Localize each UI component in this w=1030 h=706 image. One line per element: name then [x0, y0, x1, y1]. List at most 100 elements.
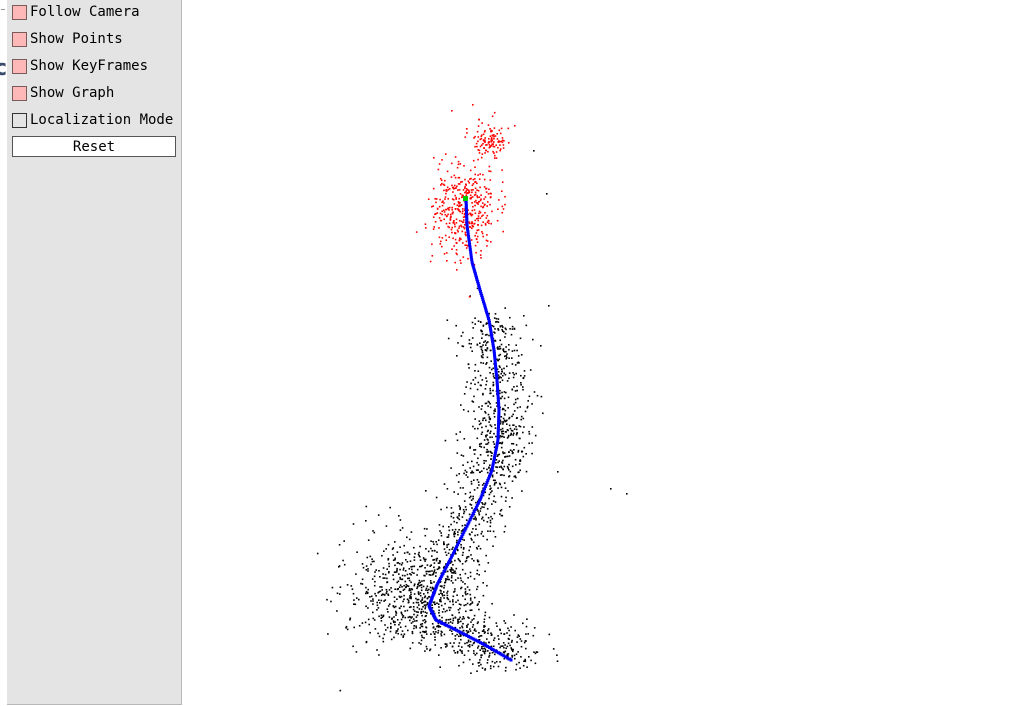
reference-point — [477, 219, 479, 222]
reference-point — [473, 209, 476, 211]
reference-point — [477, 224, 479, 226]
map-point — [482, 392, 484, 395]
reference-point — [457, 201, 460, 204]
reference-point — [479, 254, 482, 256]
map-point — [488, 616, 491, 619]
map-point — [399, 590, 401, 593]
map-point — [444, 643, 447, 646]
map-point — [477, 469, 479, 471]
keyframe-marker — [496, 433, 500, 437]
map-point — [457, 481, 460, 483]
map-point — [519, 460, 521, 462]
map-point — [487, 632, 489, 635]
map-point — [481, 405, 483, 407]
map-point — [440, 534, 443, 537]
show-points-checkbox[interactable]: Show Points — [12, 30, 123, 48]
map-point — [505, 647, 507, 650]
map-viewer[interactable] — [182, 0, 1030, 706]
reference-point — [489, 128, 491, 130]
follow-camera-checkbox[interactable]: Follow Camera — [12, 3, 140, 21]
map-point — [492, 441, 495, 443]
map-point — [520, 354, 523, 356]
map-point — [388, 589, 391, 591]
map-point — [508, 634, 511, 637]
reference-point — [449, 218, 452, 220]
map-point — [466, 642, 468, 644]
map-point — [382, 577, 385, 579]
reference-point — [453, 223, 456, 226]
reference-point — [485, 144, 487, 146]
map-point — [392, 620, 395, 622]
show-graph-checkbox[interactable]: Show Graph — [12, 84, 114, 102]
follow-camera-checkbox-box[interactable] — [12, 4, 27, 20]
localization-mode-checkbox[interactable]: Localization Mode — [12, 111, 173, 129]
show-keyframes-checkbox[interactable]: Show KeyFrames — [12, 57, 148, 75]
map-point — [457, 493, 459, 495]
show-graph-checkbox-box[interactable] — [12, 85, 27, 101]
map-point — [496, 472, 498, 474]
map-point — [387, 593, 389, 596]
reference-point — [445, 252, 448, 254]
reference-point — [429, 260, 432, 263]
map-point — [502, 451, 504, 453]
map-canvas[interactable] — [182, 0, 1030, 706]
map-point — [476, 437, 479, 440]
keyframe-marker — [469, 253, 473, 257]
keyframe-marker — [507, 657, 511, 661]
map-point — [408, 606, 411, 609]
map-point — [471, 602, 474, 604]
keyframe-marker — [489, 470, 493, 474]
map-point — [394, 541, 396, 543]
map-point — [446, 536, 449, 538]
map-point — [396, 562, 399, 564]
map-point — [479, 454, 482, 456]
map-point — [546, 193, 548, 195]
map-point — [462, 455, 465, 457]
map-point — [470, 537, 472, 540]
map-point — [472, 327, 474, 329]
map-point — [403, 633, 406, 635]
reset-button[interactable]: Reset — [12, 136, 176, 157]
map-point — [492, 545, 494, 547]
map-point — [452, 603, 454, 606]
map-point — [489, 349, 492, 352]
show-keyframes-checkbox-box[interactable] — [12, 58, 27, 74]
map-point — [437, 562, 440, 564]
map-point — [446, 506, 448, 509]
map-point — [540, 345, 542, 347]
map-point — [353, 626, 355, 629]
map-point — [418, 593, 420, 596]
map-point — [393, 621, 395, 624]
reference-point — [491, 135, 494, 137]
reference-point — [465, 188, 468, 190]
map-point — [470, 609, 473, 611]
map-point — [378, 570, 380, 572]
map-point — [339, 689, 342, 692]
map-point — [400, 595, 403, 598]
map-point — [512, 372, 514, 374]
map-point — [480, 361, 482, 364]
map-point — [401, 630, 404, 632]
map-point — [503, 482, 506, 484]
map-point — [439, 585, 442, 587]
reference-point — [486, 214, 489, 217]
map-point — [464, 493, 467, 495]
map-point — [468, 342, 471, 345]
map-point — [491, 475, 494, 478]
map-point — [498, 365, 501, 367]
keyframe-marker — [474, 274, 478, 278]
reference-point — [488, 188, 490, 191]
map-point — [469, 447, 471, 449]
map-point — [517, 355, 520, 357]
map-point — [491, 503, 493, 505]
reference-point — [463, 227, 466, 230]
reference-point — [476, 145, 478, 148]
show-points-checkbox-box[interactable] — [12, 31, 27, 47]
reference-point — [483, 139, 485, 141]
map-point — [522, 622, 524, 625]
localization-mode-checkbox-box[interactable] — [12, 112, 27, 128]
keyframe-marker — [491, 462, 495, 466]
map-point — [486, 468, 488, 471]
map-point — [479, 342, 481, 344]
map-point — [336, 610, 338, 612]
